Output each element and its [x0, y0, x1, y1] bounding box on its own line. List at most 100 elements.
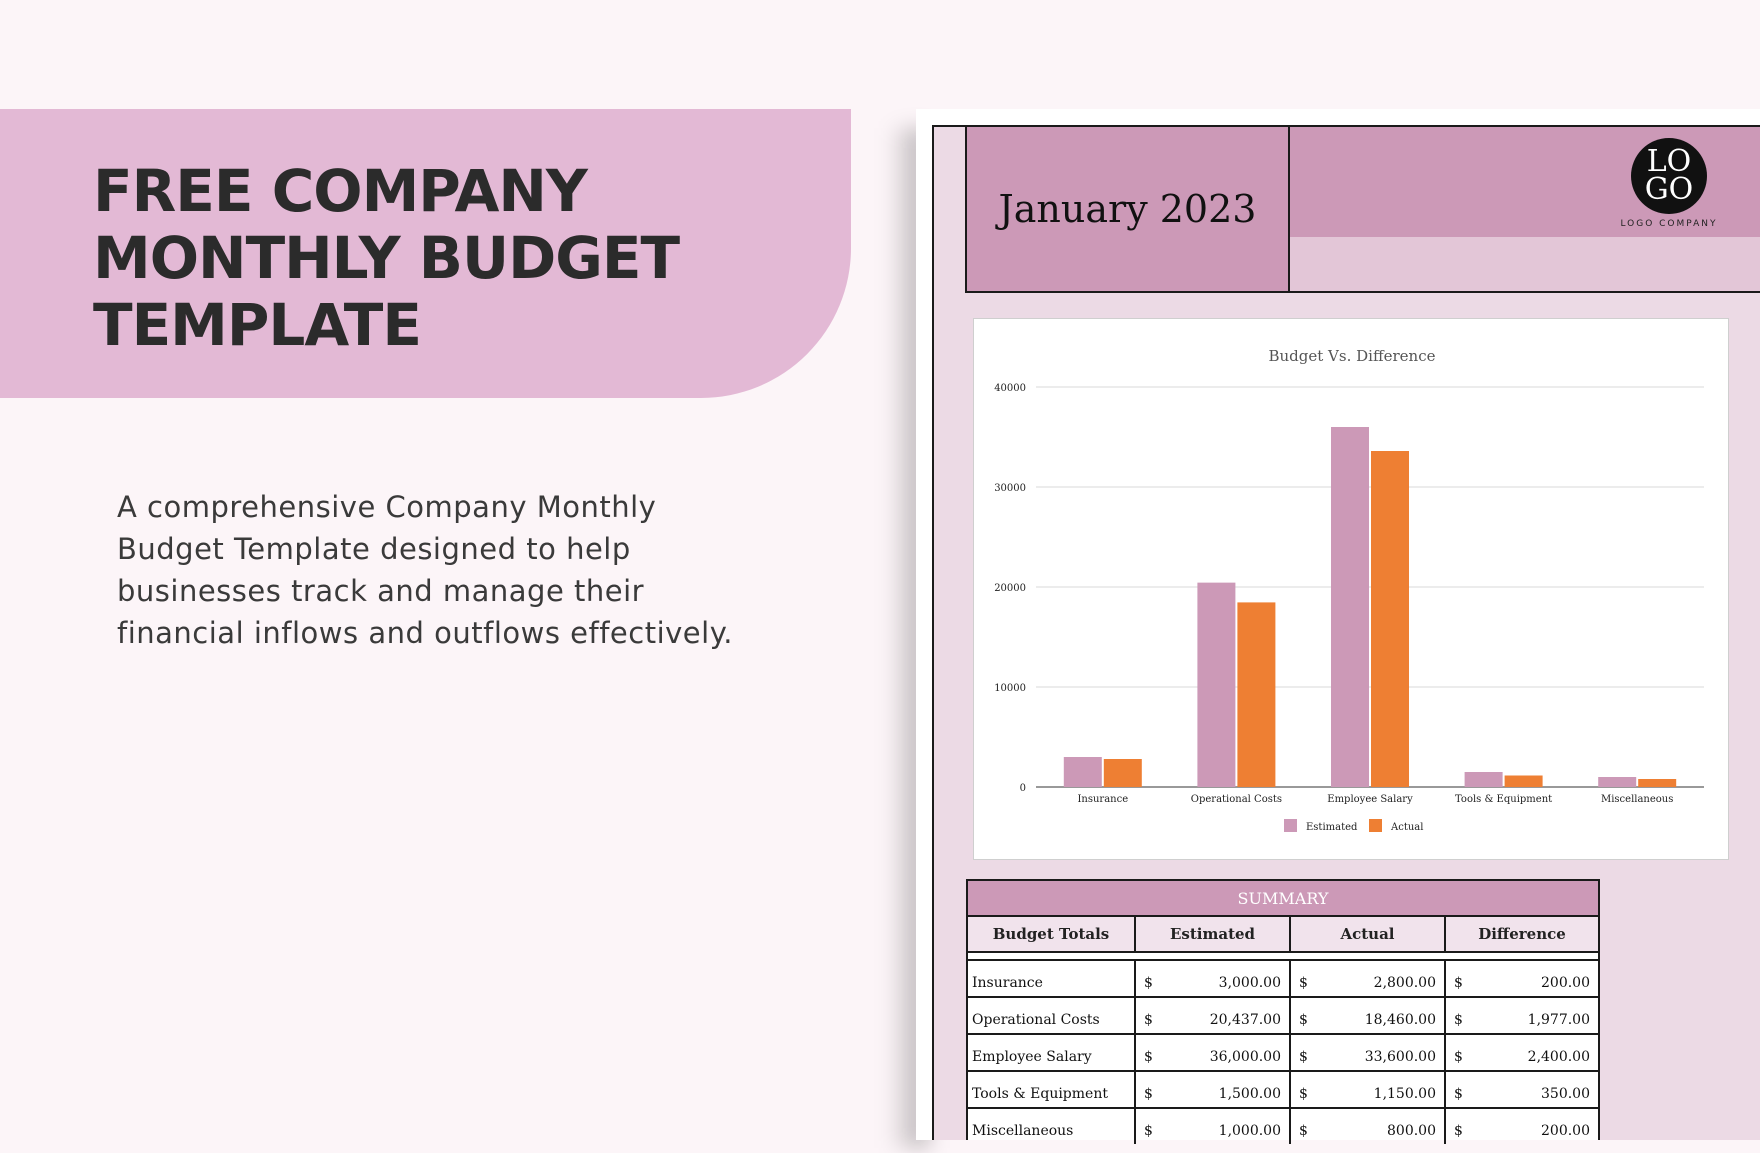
y-tick-label: 30000 [994, 483, 1026, 494]
amount-value: 3,000.00 [1218, 975, 1281, 991]
cell-estimated: $36,000.00 [1136, 1035, 1291, 1070]
amount-value: 200.00 [1541, 1123, 1590, 1139]
amount-value: 200.00 [1541, 975, 1590, 991]
summary-rows: Insurance $3,000.00 $2,800.00 $200.00 Operat… [968, 959, 1598, 1144]
cell-actual: $800.00 [1291, 1109, 1446, 1144]
cell-estimated: $3,000.00 [1136, 961, 1291, 996]
bar-estimated [1197, 582, 1236, 787]
amount-value: 2,400.00 [1527, 1049, 1590, 1065]
chart-title: Budget Vs. Difference [1269, 347, 1436, 365]
summary-header-row: Budget Totals Estimated Actual Differenc… [968, 917, 1598, 953]
logo-text: LO [1646, 144, 1692, 179]
amount-value: 33,600.00 [1364, 1049, 1436, 1065]
row-label: Insurance [968, 961, 1136, 996]
hero-title-line: MONTHLY BUDGET [93, 224, 680, 292]
currency-symbol: $ [1299, 1049, 1308, 1065]
cell-actual: $33,600.00 [1291, 1035, 1446, 1070]
table-row: Operational Costs $20,437.00 $18,460.00 $1,… [968, 996, 1598, 1033]
x-tick-label: Miscellaneous [1601, 794, 1673, 805]
bar-actual [1237, 602, 1276, 787]
currency-symbol: $ [1454, 1123, 1463, 1139]
currency-symbol: $ [1454, 1049, 1463, 1065]
x-tick-label: Insurance [1077, 794, 1128, 805]
table-row: Insurance $3,000.00 $2,800.00 $200.00 [968, 959, 1598, 996]
row-label: Operational Costs [968, 998, 1136, 1033]
amount-value: 1,500.00 [1218, 1086, 1281, 1102]
row-label: Miscellaneous [968, 1109, 1136, 1144]
bar-actual [1504, 775, 1543, 787]
logo-caption: LOGO COMPANY [1620, 219, 1718, 229]
table-row: Miscellaneous $1,000.00 $800.00 $200.00 [968, 1107, 1598, 1144]
row-label: Employee Salary [968, 1035, 1136, 1070]
hero-description: A comprehensive Company Monthly Budget T… [117, 490, 733, 650]
cell-actual: $1,150.00 [1291, 1072, 1446, 1107]
y-tick-label: 10000 [994, 683, 1026, 694]
cell-actual: $2,800.00 [1291, 961, 1446, 996]
currency-symbol: $ [1144, 1012, 1153, 1028]
legend-label: Actual [1390, 822, 1423, 833]
currency-symbol: $ [1299, 1123, 1308, 1139]
bar-estimated [1063, 757, 1102, 787]
y-tick-label: 20000 [994, 583, 1026, 594]
logo-band-lower [1290, 237, 1760, 293]
hero-banner [0, 109, 851, 398]
table-row: Tools & Equipment $1,500.00 $1,150.00 $350.… [968, 1070, 1598, 1107]
bar-estimated [1464, 772, 1503, 787]
x-tick-label: Operational Costs [1191, 794, 1282, 805]
amount-value: 800.00 [1387, 1123, 1436, 1139]
cell-estimated: $20,437.00 [1136, 998, 1291, 1033]
summary-spacer [968, 953, 1598, 959]
cell-difference: $1,977.00 [1446, 998, 1598, 1033]
currency-symbol: $ [1299, 975, 1308, 991]
currency-symbol: $ [1144, 1049, 1153, 1065]
currency-symbol: $ [1454, 975, 1463, 991]
y-tick-label: 0 [1020, 783, 1026, 794]
header-actual: Actual [1291, 917, 1446, 951]
bar-actual [1638, 779, 1677, 787]
bar-estimated [1331, 427, 1369, 787]
amount-value: 350.00 [1541, 1086, 1590, 1102]
cell-difference: $2,400.00 [1446, 1035, 1598, 1070]
month-header: January 2023 [965, 125, 1290, 293]
currency-symbol: $ [1144, 1086, 1153, 1102]
currency-symbol: $ [1144, 975, 1153, 991]
table-row: Employee Salary $36,000.00 $33,600.00 $2,40… [968, 1033, 1598, 1070]
logo-text: GO [1644, 172, 1694, 207]
header-budget-totals: Budget Totals [968, 917, 1136, 951]
chart-canvas: Budget Vs. Difference 0 10000 20000 30000 400… [994, 347, 1704, 833]
amount-value: 20,437.00 [1209, 1012, 1281, 1028]
bar-actual [1103, 759, 1142, 787]
legend-swatch [1369, 819, 1382, 832]
currency-symbol: $ [1299, 1012, 1308, 1028]
amount-value: 1,000.00 [1218, 1123, 1281, 1139]
legend-label: Estimated [1306, 822, 1358, 833]
currency-symbol: $ [1299, 1086, 1308, 1102]
row-label: Tools & Equipment [968, 1072, 1136, 1107]
cell-difference: $350.00 [1446, 1072, 1598, 1107]
header-difference: Difference [1478, 925, 1566, 943]
hero-title-line: FREE COMPANY [93, 157, 588, 225]
amount-value: 2,800.00 [1373, 975, 1436, 991]
company-logo: LO GO [1631, 138, 1707, 214]
x-tick-label: Tools & Equipment [1455, 794, 1552, 805]
y-tick-label: 40000 [994, 383, 1026, 394]
x-tick-label: Employee Salary [1327, 794, 1413, 805]
amount-value: 1,977.00 [1527, 1012, 1590, 1028]
budget-chart: Budget Vs. Difference 0 10000 20000 30000 400… [973, 318, 1729, 860]
header-estimated: Estimated [1136, 917, 1291, 951]
cell-difference: $200.00 [1446, 961, 1598, 996]
hero-title-line: TEMPLATE [93, 291, 422, 359]
cell-estimated: $1,500.00 [1136, 1072, 1291, 1107]
summary-title: SUMMARY [968, 881, 1598, 917]
hero-title: FREE COMPANY MONTHLY BUDGET TEMPLATE [93, 158, 793, 359]
amount-value: 18,460.00 [1364, 1012, 1436, 1028]
currency-symbol: $ [1454, 1012, 1463, 1028]
cell-estimated: $1,000.00 [1136, 1109, 1291, 1144]
legend-swatch [1284, 819, 1297, 832]
amount-value: 36,000.00 [1209, 1049, 1281, 1065]
bar-estimated [1598, 777, 1637, 787]
bar-actual [1371, 451, 1409, 787]
cell-actual: $18,460.00 [1291, 998, 1446, 1033]
currency-symbol: $ [1454, 1086, 1463, 1102]
currency-symbol: $ [1144, 1123, 1153, 1139]
